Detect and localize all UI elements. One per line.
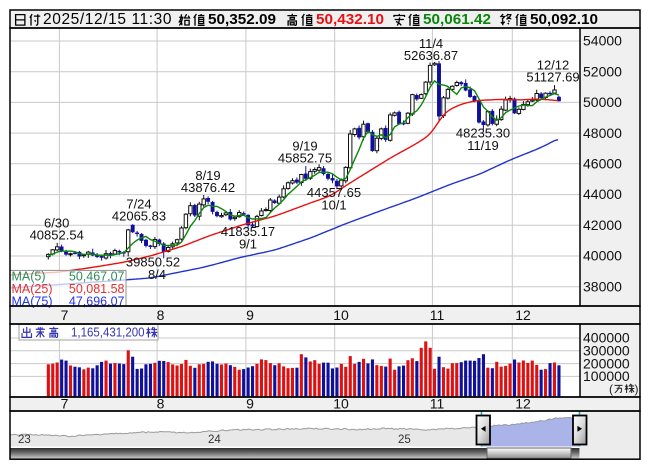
svg-text:200000: 200000 xyxy=(583,355,630,371)
svg-text:9/19: 9/19 xyxy=(292,139,317,154)
svg-text:40000: 40000 xyxy=(583,248,622,264)
svg-text:41835.17: 41835.17 xyxy=(221,224,275,239)
svg-text:11: 11 xyxy=(430,396,445,412)
svg-text:48235.30: 48235.30 xyxy=(456,126,510,141)
svg-text:54000: 54000 xyxy=(583,33,622,49)
svg-text:7/24: 7/24 xyxy=(126,197,151,212)
svg-text:50,092.10: 50,092.10 xyxy=(530,11,598,28)
svg-text:MA(5): MA(5) xyxy=(12,269,46,283)
svg-text:MA(75): MA(75) xyxy=(12,294,53,308)
svg-text:45852.75: 45852.75 xyxy=(278,151,332,166)
svg-text:38000: 38000 xyxy=(583,278,622,294)
svg-text:2025/12/15 11:30: 2025/12/15 11:30 xyxy=(43,11,172,28)
svg-text:8/19: 8/19 xyxy=(195,168,220,183)
svg-text:9/1: 9/1 xyxy=(239,236,257,251)
svg-text:43876.42: 43876.42 xyxy=(181,180,235,195)
svg-text:50,081.58: 50,081.58 xyxy=(69,282,125,296)
svg-text:12/12: 12/12 xyxy=(537,58,570,73)
svg-text:51127.69: 51127.69 xyxy=(526,70,579,85)
svg-text:9: 9 xyxy=(246,307,254,323)
svg-text:8/4: 8/4 xyxy=(148,267,166,282)
svg-text:12: 12 xyxy=(515,307,531,323)
svg-text:50,432.10: 50,432.10 xyxy=(316,11,384,28)
svg-text:1,165,431,200: 1,165,431,200 xyxy=(71,326,145,340)
svg-text:44357.65: 44357.65 xyxy=(307,185,361,200)
svg-text:11: 11 xyxy=(430,307,445,323)
svg-text:48000: 48000 xyxy=(583,125,622,141)
svg-text:(: ( xyxy=(609,382,613,396)
svg-text:8: 8 xyxy=(157,396,165,412)
svg-text:6/30: 6/30 xyxy=(44,215,69,230)
svg-text:): ) xyxy=(635,382,639,396)
svg-text:7: 7 xyxy=(61,307,69,323)
svg-text:10: 10 xyxy=(333,396,349,412)
svg-text:40852.54: 40852.54 xyxy=(30,227,84,242)
svg-text:300000: 300000 xyxy=(583,343,630,359)
svg-text:50,352.09: 50,352.09 xyxy=(208,11,276,28)
svg-text:12: 12 xyxy=(515,396,531,412)
svg-text:10/1: 10/1 xyxy=(321,198,346,213)
svg-text:46000: 46000 xyxy=(583,156,622,172)
svg-text:400000: 400000 xyxy=(583,330,630,346)
svg-text:42000: 42000 xyxy=(583,217,622,233)
svg-text:50,467.07: 50,467.07 xyxy=(69,269,125,283)
svg-text:50,061.42: 50,061.42 xyxy=(423,11,491,28)
svg-text:100000: 100000 xyxy=(583,368,630,384)
svg-text:8: 8 xyxy=(157,307,165,323)
svg-text:25: 25 xyxy=(398,434,411,446)
svg-text:24: 24 xyxy=(208,434,221,446)
svg-text:50000: 50000 xyxy=(583,94,622,110)
svg-text:7: 7 xyxy=(61,396,69,412)
svg-text:11/19: 11/19 xyxy=(467,138,499,153)
svg-text:42065.83: 42065.83 xyxy=(112,209,166,224)
svg-text:10: 10 xyxy=(333,307,349,323)
svg-text:39850.52: 39850.52 xyxy=(126,254,180,269)
svg-text:44000: 44000 xyxy=(583,186,622,202)
svg-text:11/4: 11/4 xyxy=(419,36,443,51)
svg-text:23: 23 xyxy=(18,434,31,446)
svg-text:MA(25): MA(25) xyxy=(12,282,53,296)
svg-text:52636.87: 52636.87 xyxy=(404,48,458,63)
svg-text:52000: 52000 xyxy=(583,63,622,79)
svg-text:9: 9 xyxy=(246,396,254,412)
svg-text:47,696.07: 47,696.07 xyxy=(69,294,125,308)
